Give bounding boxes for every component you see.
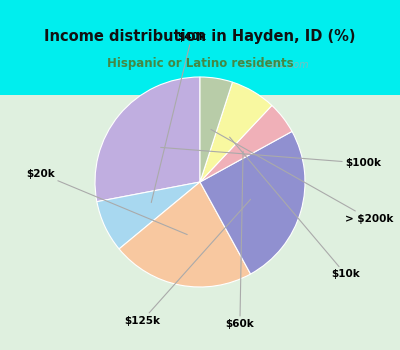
Wedge shape: [200, 77, 232, 182]
Wedge shape: [95, 77, 200, 202]
Wedge shape: [97, 182, 200, 249]
Text: $20k: $20k: [26, 169, 187, 234]
Text: Hispanic or Latino residents: Hispanic or Latino residents: [107, 56, 293, 70]
Wedge shape: [200, 131, 305, 274]
Text: $40k: $40k: [151, 32, 206, 203]
Wedge shape: [200, 105, 292, 182]
Text: City-Data.com: City-Data.com: [239, 60, 309, 70]
Wedge shape: [119, 182, 250, 287]
Wedge shape: [200, 82, 272, 182]
Text: $10k: $10k: [230, 137, 360, 279]
Text: $100k: $100k: [161, 147, 381, 168]
Text: > $200k: > $200k: [211, 130, 393, 224]
Text: $60k: $60k: [226, 151, 254, 329]
Text: Income distribution in Hayden, ID (%): Income distribution in Hayden, ID (%): [44, 29, 356, 44]
Text: $125k: $125k: [124, 199, 250, 326]
